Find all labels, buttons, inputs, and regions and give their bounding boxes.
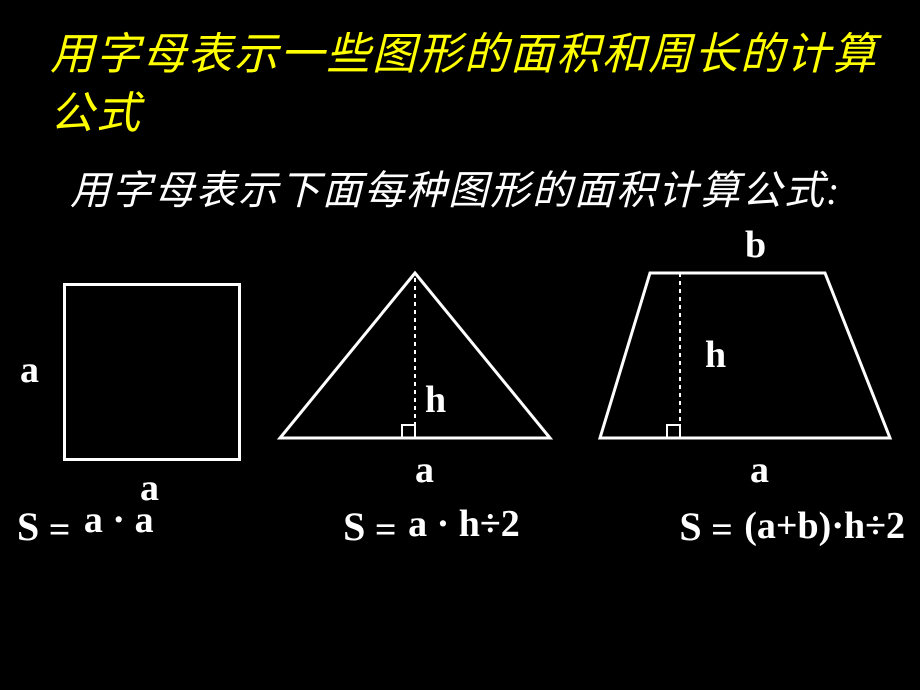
- trapezoid-icon: [585, 248, 905, 448]
- right-angle-mark: [667, 425, 680, 438]
- square-icon: [63, 283, 241, 461]
- triangle-icon: [265, 248, 565, 448]
- right-angle-mark: [402, 425, 415, 438]
- triangle-shape: h a: [265, 248, 575, 508]
- square-formula: S = a · a: [17, 503, 154, 550]
- square-side-label-left: a: [20, 348, 39, 392]
- trapezoid-formula: S = (a+b)·h÷2: [679, 503, 905, 550]
- trapezoid-height-label: h: [705, 333, 726, 377]
- page-title: 用字母表示一些图形的面积和周长的计算公式: [0, 0, 920, 144]
- shapes-row: a a h a b h a: [0, 218, 920, 508]
- page-subtitle: 用字母表示下面每种图形的面积计算公式:: [0, 144, 920, 218]
- trapezoid-shape: b h a: [585, 248, 905, 508]
- trapezoid-base-label: a: [750, 448, 769, 492]
- triangle-base-label: a: [415, 448, 434, 492]
- square-shape: a a: [15, 248, 255, 508]
- triangle-height-label: h: [425, 378, 446, 422]
- formula-row: S = a · a S = a · h÷2 S = (a+b)·h÷2: [0, 503, 920, 550]
- trapezoid-top-label: b: [745, 223, 766, 267]
- triangle-formula: S = a · h÷2: [343, 503, 520, 550]
